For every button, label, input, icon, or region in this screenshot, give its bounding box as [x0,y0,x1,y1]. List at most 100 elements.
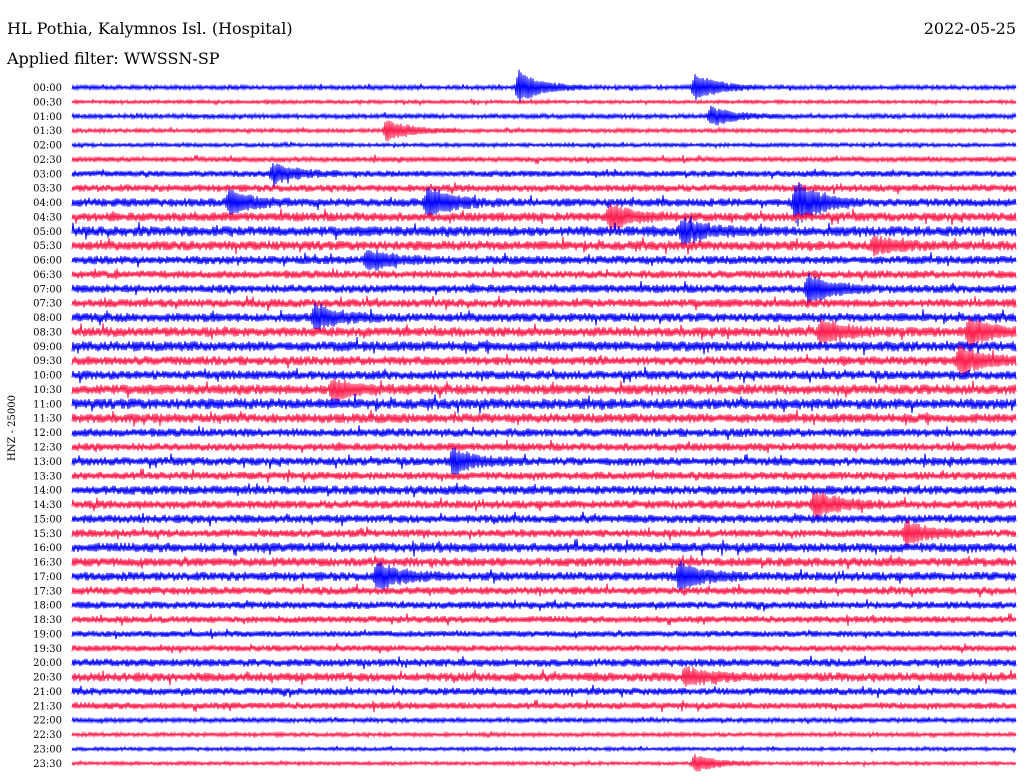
seismic-trace-0130 [71,120,1017,142]
seismic-trace-1230 [71,439,1017,454]
row-time-label: 09:30 [33,356,62,367]
row-time-label: 17:30 [33,586,62,597]
row-time-label: 16:30 [33,558,62,569]
seismic-trace-0430 [71,203,1017,232]
row-time-label: 10:00 [33,371,62,382]
row-time-label: 23:00 [33,744,62,755]
seismic-trace-1400 [71,482,1017,498]
row-time-label: 02:00 [33,141,62,152]
row-time-label: 17:00 [33,572,62,583]
seismic-trace-1800 [71,599,1017,612]
row-time-label: 18:30 [33,615,62,626]
row-time-label: 00:00 [33,83,62,94]
seismic-trace-0300 [71,163,1017,188]
row-time-label: 11:00 [33,399,62,410]
row-time-label: 15:30 [33,529,62,540]
row-time-label: 03:30 [33,184,62,195]
row-time-label: 20:30 [33,673,62,684]
row-time-label: 12:30 [33,443,62,454]
seismic-trace-0600 [71,249,1017,271]
row-time-label: 05:00 [33,227,62,238]
seismic-trace-0730 [71,295,1017,312]
seismic-trace-1830 [71,613,1017,626]
seismic-trace-1700 [71,560,1017,591]
seismic-trace-0530 [71,235,1017,257]
row-time-label: 05:30 [33,241,62,252]
trace-group [71,69,1017,772]
seismic-trace-0100 [71,105,1017,126]
seismic-trace-1430 [71,491,1017,520]
seismic-trace-0400 [71,182,1017,227]
row-time-label: 08:30 [33,327,62,338]
plot-date: 2022-05-25 [923,19,1016,38]
row-time-label: 08:00 [33,313,62,324]
seismic-trace-2030 [71,666,1017,687]
row-time-label: 06:00 [33,256,62,267]
seismic-trace-1030 [71,378,1017,402]
row-time-label: 07:30 [33,299,62,310]
seismic-trace-0700 [71,273,1017,306]
seismic-trace-1730 [71,583,1017,598]
seismic-trace-0830 [71,317,1017,348]
row-time-label: 22:30 [33,730,62,741]
seismic-trace-1500 [71,511,1017,527]
row-time-label: 14:30 [33,500,62,511]
row-time-label: 15:00 [33,514,62,525]
seismic-trace-2330 [71,754,1017,772]
row-time-label: 11:30 [33,414,62,425]
row-time-label: 16:00 [33,543,62,554]
seismic-trace-0500 [71,215,1017,247]
row-time-label: 06:30 [33,270,62,281]
channel-label: HNZ - 25000 [7,395,18,461]
row-time-label: 00:30 [33,97,62,108]
seismic-trace-0330 [71,182,1017,195]
row-time-label: 07:00 [33,284,62,295]
row-time-label: 04:00 [33,198,62,209]
row-time-label: 02:30 [33,155,62,166]
seismic-trace-1900 [71,628,1017,640]
seismic-trace-0230 [71,154,1017,165]
seismic-trace-1000 [71,366,1017,384]
row-time-label: 01:00 [33,112,62,123]
seismic-trace-1100 [71,393,1017,414]
station-title: HL Pothia, Kalymnos Isl. (Hospital) [7,19,293,38]
seismic-trace-2230 [71,730,1017,739]
seismic-trace-0900 [71,337,1017,356]
seismic-trace-1200 [71,425,1017,440]
row-time-label: 13:00 [33,457,62,468]
seismic-trace-0200 [71,140,1017,150]
seismic-trace-2200 [71,715,1017,725]
seismic-trace-0030 [71,97,1017,107]
row-time-label: 12:00 [33,428,62,439]
row-time-label: 10:30 [33,385,62,396]
seismic-trace-1600 [71,538,1017,557]
seismic-trace-1330 [71,468,1017,483]
seismic-trace-0930 [71,344,1017,377]
row-time-label: 19:30 [33,644,62,655]
row-time-label: 22:00 [33,716,62,727]
seismic-trace-0000 [71,69,1017,105]
seismic-trace-0800 [71,302,1017,331]
seismic-trace-1130 [71,409,1017,427]
seismic-trace-2300 [71,744,1017,754]
row-time-label: 13:30 [33,471,62,482]
row-time-label: 14:00 [33,486,62,497]
row-time-label: 21:30 [33,701,62,712]
row-time-label: 19:00 [33,629,62,640]
seismic-trace-0630 [71,267,1017,282]
row-time-label: 01:30 [33,126,62,137]
row-time-label: 03:00 [33,169,62,180]
seismic-trace-2100 [71,684,1017,699]
seismic-trace-1630 [71,554,1017,570]
row-time-label: 18:00 [33,601,62,612]
row-time-label: 20:00 [33,658,62,669]
row-time-label: 21:00 [33,687,62,698]
row-time-label: 04:30 [33,212,62,223]
row-label-group: 00:00 00:30 01:00 01:30 02:00 02:30 03:00 03:30… [33,83,62,770]
seismic-trace-1530 [71,520,1017,547]
seismic-trace-1930 [71,643,1017,654]
row-time-label: 23:30 [33,759,62,770]
seismic-trace-2130 [71,699,1017,713]
seismic-trace-2000 [71,655,1017,670]
